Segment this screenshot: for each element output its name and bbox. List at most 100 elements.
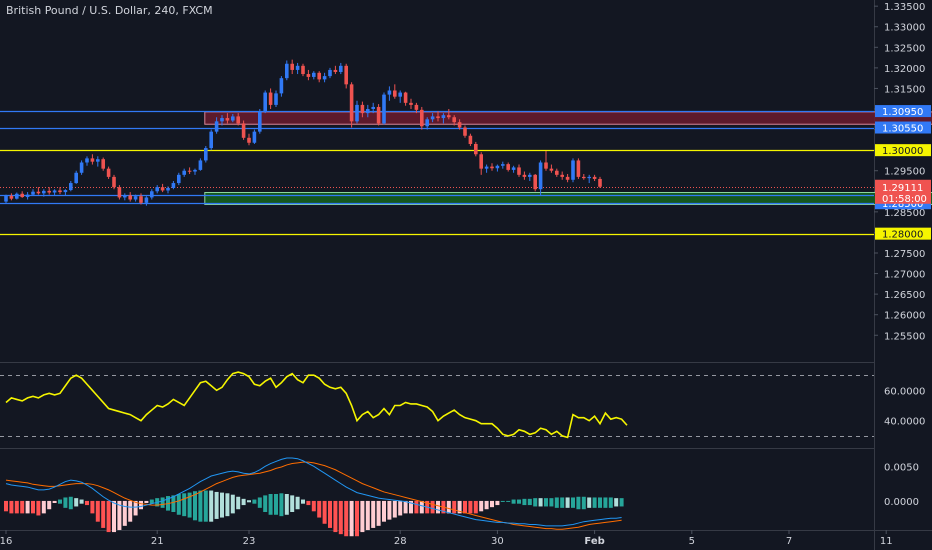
- candle[interactable]: [376, 104, 381, 126]
- candle[interactable]: [576, 158, 581, 179]
- candle[interactable]: [166, 186, 170, 194]
- candle[interactable]: [144, 196, 149, 206]
- candle[interactable]: [328, 67, 332, 79]
- candle[interactable]: [274, 90, 278, 107]
- candle[interactable]: [592, 174, 597, 181]
- candle[interactable]: [344, 63, 348, 89]
- candle[interactable]: [123, 193, 127, 201]
- candle[interactable]: [155, 185, 159, 194]
- candle[interactable]: [20, 191, 24, 198]
- macd-line[interactable]: [5, 457, 622, 527]
- candle[interactable]: [511, 165, 516, 173]
- candle[interactable]: [225, 113, 230, 124]
- candle[interactable]: [587, 174, 591, 184]
- candle[interactable]: [533, 174, 537, 192]
- candle[interactable]: [106, 166, 111, 179]
- candle[interactable]: [263, 90, 267, 114]
- candle[interactable]: [139, 193, 143, 205]
- candle[interactable]: [528, 172, 532, 181]
- candle[interactable]: [571, 158, 575, 183]
- candle[interactable]: [79, 160, 84, 175]
- candle[interactable]: [366, 104, 370, 118]
- candle[interactable]: [301, 63, 305, 77]
- candle[interactable]: [47, 187, 51, 195]
- candle[interactable]: [317, 71, 321, 83]
- candle[interactable]: [133, 194, 138, 202]
- candle[interactable]: [160, 183, 165, 193]
- candle[interactable]: [398, 90, 402, 103]
- candle[interactable]: [355, 100, 359, 124]
- candle[interactable]: [555, 168, 559, 177]
- candle[interactable]: [468, 133, 473, 147]
- candle[interactable]: [150, 189, 154, 200]
- candle[interactable]: [117, 185, 122, 200]
- candle[interactable]: [101, 157, 105, 171]
- candle[interactable]: [198, 158, 203, 171]
- rsi-line[interactable]: [5, 371, 628, 439]
- candle[interactable]: [474, 141, 478, 157]
- candle[interactable]: [231, 113, 235, 123]
- candle[interactable]: [58, 187, 62, 195]
- candle[interactable]: [128, 192, 132, 202]
- candle[interactable]: [69, 181, 73, 192]
- candle[interactable]: [403, 91, 408, 106]
- candle[interactable]: [31, 189, 35, 196]
- candle[interactable]: [4, 194, 8, 204]
- candle[interactable]: [25, 192, 30, 200]
- candle[interactable]: [85, 156, 89, 166]
- macd-signal-line[interactable]: [5, 461, 622, 530]
- candle[interactable]: [312, 71, 316, 80]
- candle[interactable]: [560, 171, 564, 180]
- candle[interactable]: [452, 115, 456, 126]
- candle[interactable]: [457, 119, 462, 130]
- candle[interactable]: [209, 129, 213, 151]
- candle[interactable]: [74, 170, 78, 184]
- candle[interactable]: [63, 189, 68, 196]
- candle[interactable]: [193, 168, 197, 175]
- candle[interactable]: [112, 174, 116, 190]
- candle[interactable]: [268, 88, 273, 110]
- candle[interactable]: [42, 189, 46, 197]
- candle[interactable]: [538, 160, 543, 196]
- candle[interactable]: [333, 65, 338, 75]
- candle[interactable]: [436, 111, 440, 122]
- candle[interactable]: [371, 102, 375, 114]
- candle[interactable]: [387, 86, 392, 101]
- candle[interactable]: [285, 60, 289, 81]
- candle[interactable]: [349, 82, 354, 128]
- candle[interactable]: [252, 129, 257, 144]
- candle[interactable]: [339, 62, 343, 75]
- candle[interactable]: [36, 187, 41, 195]
- candle[interactable]: [290, 59, 294, 75]
- candle[interactable]: [517, 164, 521, 177]
- candle[interactable]: [495, 164, 500, 172]
- candle[interactable]: [279, 76, 284, 97]
- candle[interactable]: [187, 167, 192, 175]
- candle[interactable]: [258, 109, 262, 134]
- candle[interactable]: [506, 162, 510, 172]
- candle[interactable]: [247, 133, 251, 146]
- candle[interactable]: [447, 109, 451, 120]
- candle[interactable]: [430, 113, 435, 123]
- candle[interactable]: [522, 171, 527, 180]
- candle[interactable]: [490, 163, 494, 171]
- candle[interactable]: [463, 125, 467, 138]
- candle[interactable]: [295, 62, 300, 75]
- candle[interactable]: [204, 146, 208, 163]
- candle[interactable]: [420, 106, 424, 130]
- candle[interactable]: [306, 69, 311, 81]
- candle[interactable]: [484, 164, 489, 173]
- support-zone[interactable]: [204, 192, 932, 205]
- candle[interactable]: [565, 174, 570, 183]
- candle[interactable]: [441, 113, 446, 124]
- candle[interactable]: [322, 72, 327, 83]
- candle[interactable]: [598, 176, 602, 188]
- candle[interactable]: [214, 117, 219, 134]
- candle[interactable]: [414, 102, 419, 114]
- candle[interactable]: [582, 174, 586, 180]
- candle[interactable]: [241, 120, 246, 140]
- candle[interactable]: [15, 192, 19, 200]
- candle[interactable]: [96, 156, 100, 167]
- candle[interactable]: [549, 164, 554, 173]
